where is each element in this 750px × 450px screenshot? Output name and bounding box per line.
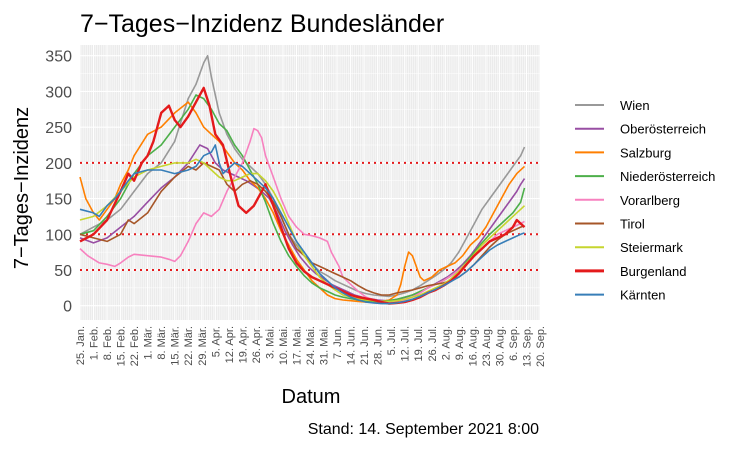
x-tick-label: 16. Aug.: [467, 326, 479, 366]
x-tick-label: 26. Jul.: [427, 326, 439, 361]
x-tick-label: 21. Jun.: [359, 326, 371, 365]
y-tick-label: 350: [45, 49, 72, 66]
x-tick-label: 6. Sep.: [508, 326, 520, 361]
x-tick-label: 2. Aug.: [440, 326, 452, 360]
x-tick-label: 25. Jan.: [75, 326, 87, 365]
y-tick-label: 50: [54, 263, 72, 280]
x-tick-label: 15. Mär.: [170, 326, 182, 366]
y-tick-label: 100: [45, 227, 72, 244]
x-tick-label: 30. Aug.: [494, 326, 506, 366]
x-tick-label: 7. Jun.: [332, 326, 344, 359]
x-tick-label: 5. Jul.: [386, 326, 398, 355]
y-tick-label: 300: [45, 84, 72, 101]
x-axis-label: Datum: [282, 386, 341, 408]
x-tick-label: 12. Apr.: [224, 326, 236, 363]
x-tick-label: 5. Apr.: [210, 326, 222, 357]
y-tick-label: 200: [45, 156, 72, 173]
x-tick-label: 12. Jul.: [400, 326, 412, 361]
chart-title: 7−Tages−Inzidenz Bundesländer: [80, 10, 444, 38]
legend-label: Salzburg: [620, 145, 671, 160]
x-tick-label: 1. Feb.: [89, 326, 101, 360]
x-tick-label: 8. Mär.: [156, 326, 168, 360]
legend-label: Tirol: [620, 217, 645, 232]
x-tick-label: 31. Mai.: [319, 326, 331, 365]
y-tick-label: 150: [45, 192, 72, 209]
x-axis-ticks: 25. Jan. 1. Feb. 8. Feb. 15. Feb. 22. Feb. 1.…: [75, 326, 547, 367]
y-tick-label: 250: [45, 120, 72, 137]
x-tick-label: 28. Jun.: [373, 326, 385, 365]
x-tick-label: 15. Feb.: [116, 326, 128, 366]
x-tick-label: 26. Apr.: [251, 326, 263, 363]
x-tick-label: 17. Mai.: [292, 326, 304, 365]
x-tick-label: 24. Mai.: [305, 326, 317, 365]
x-tick-label: 29. Mär.: [197, 326, 209, 366]
x-tick-label: 1. Mär.: [143, 326, 155, 360]
x-tick-label: 22. Feb.: [129, 326, 141, 366]
x-tick-label: 10. Mai.: [278, 326, 290, 365]
x-tick-label: 19. Apr.: [237, 326, 249, 363]
caption: Stand: 14. September 2021 8:00: [308, 421, 539, 438]
x-tick-label: 9. Aug.: [454, 326, 466, 360]
legend-label: Kärnten: [620, 288, 666, 303]
x-tick-label: 14. Jun.: [346, 326, 358, 365]
legend-label: Burgenland: [620, 264, 687, 279]
legend: Wien Oberösterreich Salzburg Niederösterrei…: [575, 98, 715, 303]
legend-label: Wien: [620, 98, 650, 113]
x-tick-label: 19. Jul.: [413, 326, 425, 361]
x-tick-label: 20. Sep.: [535, 326, 547, 367]
legend-label: Oberösterreich: [620, 122, 706, 137]
x-tick-label: 13. Sep.: [522, 326, 534, 367]
x-tick-label: 3. Mai.: [264, 326, 276, 359]
x-tick-label: 23. Aug.: [481, 326, 493, 366]
x-tick-label: 22. Mär.: [183, 326, 195, 366]
legend-label: Niederösterreich: [620, 169, 715, 184]
x-tick-label: 8. Feb.: [102, 326, 114, 360]
y-axis-ticks: 0 50 100 150 200 250 300 350: [45, 49, 72, 316]
legend-label: Steiermark: [620, 240, 683, 255]
legend-label: Vorarlberg: [620, 193, 680, 208]
y-tick-label: 0: [63, 299, 72, 316]
y-axis-label: 7−Tages−Inzidenz: [11, 107, 33, 269]
